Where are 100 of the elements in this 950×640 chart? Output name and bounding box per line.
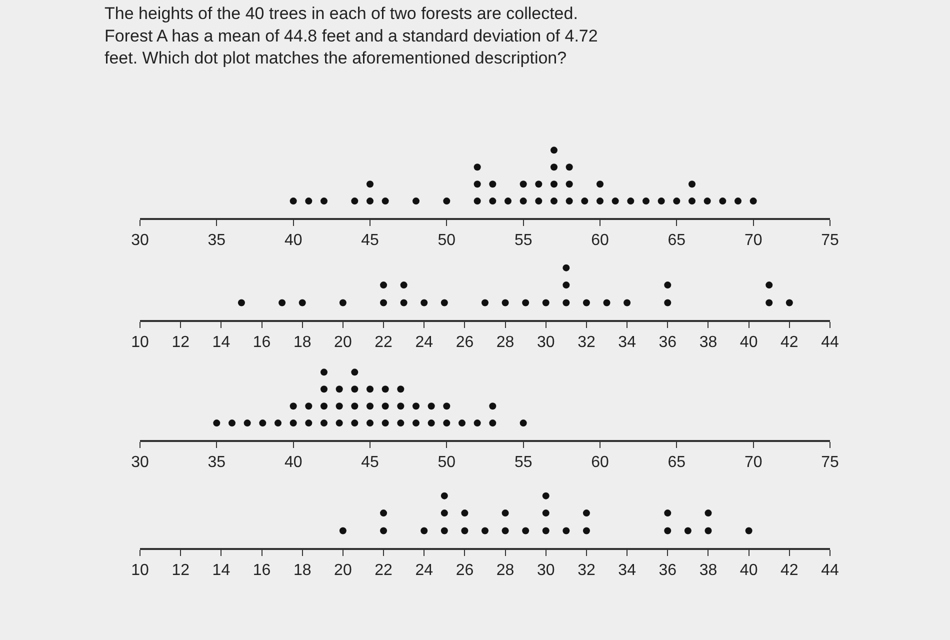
x-tick-label: 70 (744, 232, 762, 250)
x-tick-label: 36 (658, 334, 677, 352)
point (642, 198, 650, 205)
point (489, 402, 496, 410)
point (443, 198, 450, 205)
x-tick-label: 45 (361, 454, 379, 472)
x-tick-label: 45 (361, 232, 379, 250)
x-tick-label: 60 (591, 454, 609, 472)
point (489, 198, 496, 205)
x-tick-label: 75 (821, 232, 839, 250)
x-tick-label: 65 (668, 454, 686, 472)
point (259, 420, 266, 427)
x-tick-label: 22 (374, 562, 393, 580)
x-tick-label: 18 (293, 334, 312, 352)
x-tick-label: 16 (252, 334, 271, 352)
point (412, 198, 420, 205)
point (489, 420, 496, 427)
x-tick-label: 34 (618, 334, 636, 352)
point (596, 180, 604, 188)
x-tick-label: 12 (172, 334, 190, 352)
x-tick-label: 44 (821, 562, 839, 580)
x-tick-label: 35 (208, 232, 226, 250)
point (351, 402, 358, 410)
point (535, 198, 542, 205)
x-tick-label: 16 (252, 562, 271, 580)
point (382, 420, 389, 427)
point (734, 198, 742, 205)
point (244, 420, 251, 427)
x-tick-label: 40 (740, 334, 758, 352)
x-tick-label: 42 (780, 562, 798, 580)
point (290, 198, 297, 205)
point (535, 180, 542, 188)
point (320, 368, 328, 376)
point (336, 386, 343, 393)
point (443, 420, 450, 427)
x-tick-label: 12 (172, 562, 190, 580)
point (750, 198, 757, 205)
x-tick-label: 28 (496, 562, 514, 580)
point (566, 180, 573, 188)
x-tick-label: 20 (334, 334, 352, 352)
point (688, 198, 696, 205)
point (366, 420, 374, 427)
point (550, 164, 558, 171)
point (581, 198, 588, 205)
x-tick-label: 26 (456, 334, 474, 352)
point (550, 146, 558, 154)
point (305, 402, 312, 410)
point (658, 198, 665, 205)
x-tick-label: 18 (293, 562, 312, 580)
x-tick-label: 40 (740, 562, 758, 580)
point (520, 180, 527, 188)
x-tick-label: 35 (208, 454, 226, 472)
point (274, 420, 282, 427)
x-tick-label: 30 (536, 334, 555, 352)
x-tick-label: 40 (284, 454, 302, 472)
x-tick-label: 65 (668, 232, 686, 250)
point (673, 198, 680, 205)
x-tick-label: 30 (536, 562, 555, 580)
point (458, 420, 466, 427)
x-tick-label: 32 (578, 562, 596, 580)
point (550, 180, 558, 188)
point (336, 402, 343, 410)
x-tick-label: 20 (334, 562, 352, 580)
point (520, 420, 527, 427)
point (412, 402, 420, 410)
point (428, 402, 435, 410)
x-tick-label: 30 (131, 454, 149, 472)
point (228, 420, 236, 427)
x-tick-label: 24 (415, 334, 434, 352)
point (213, 420, 220, 427)
x-tick-label: 26 (456, 562, 474, 580)
point (474, 420, 481, 427)
point (704, 198, 711, 205)
x-tick-label: 75 (821, 454, 839, 472)
point (351, 420, 358, 427)
point (366, 386, 374, 393)
x-tick-label: 60 (591, 232, 609, 250)
point (366, 402, 374, 410)
x-tick-label: 70 (744, 454, 762, 472)
point (366, 198, 374, 205)
point (382, 198, 389, 205)
point (520, 198, 527, 205)
x-tick-label: 50 (438, 454, 456, 472)
point (351, 368, 358, 376)
x-tick-label: 32 (578, 334, 596, 352)
x-tick-label: 14 (212, 562, 230, 580)
point (397, 420, 404, 427)
x-tick-label: 55 (514, 232, 532, 250)
x-tick-label: 42 (780, 334, 798, 352)
point (489, 180, 496, 188)
chart-title: The heights of the 40 trees in each of two forests are collected. Forest A has a mean of 44.8 feet and a standard deviation of 4.72 feet. Which dot plot matches the aforementioned description? (104, 4, 598, 68)
point (566, 164, 573, 171)
point (550, 198, 558, 205)
point (397, 386, 404, 393)
point (305, 198, 312, 205)
point (719, 198, 726, 205)
x-tick-label: 50 (438, 232, 456, 250)
point (412, 420, 420, 427)
point (612, 198, 619, 205)
x-tick-label: 10 (131, 562, 149, 580)
